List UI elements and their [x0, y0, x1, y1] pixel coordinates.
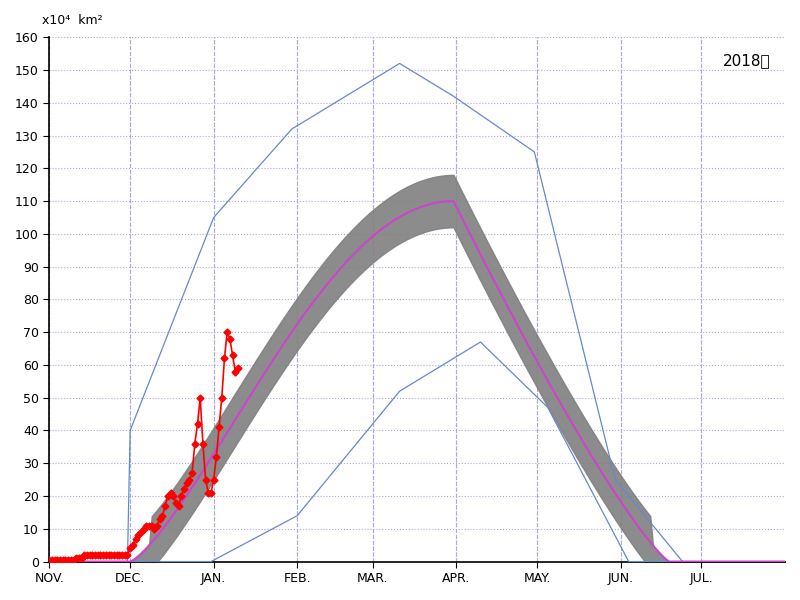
Text: 2018年: 2018年 [722, 53, 770, 68]
Text: x10⁴  km²: x10⁴ km² [42, 14, 102, 27]
